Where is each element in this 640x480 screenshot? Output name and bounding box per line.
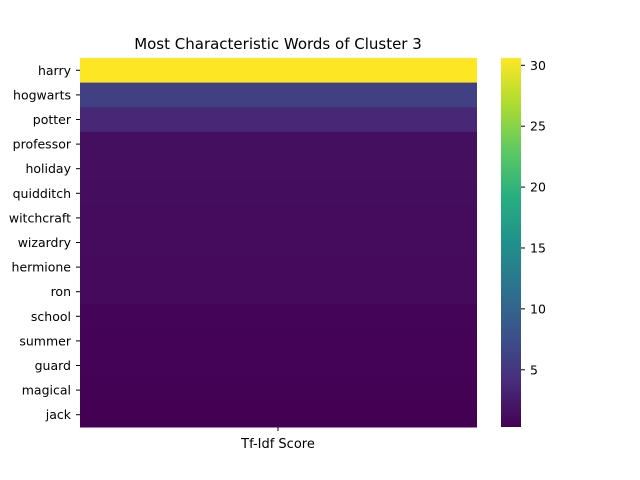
heatmap-cells <box>80 58 477 428</box>
y-tick-label: quidditch <box>13 186 71 201</box>
heatmap-cell <box>80 230 477 256</box>
y-tick-label: hogwarts <box>13 87 71 102</box>
heatmap-cell <box>80 353 477 379</box>
y-tick-label: ron <box>51 284 71 299</box>
y-tick-label: hermione <box>12 260 72 275</box>
colorbar-ticks: 5 10 15 20 25 30 <box>521 58 546 377</box>
y-tick-label: witchcraft <box>9 210 71 225</box>
y-tick-label: jack <box>45 407 72 422</box>
heatmap-cell <box>80 58 477 84</box>
heatmap-cell <box>80 131 477 157</box>
heatmap-cell <box>80 181 477 207</box>
heatmap-cell <box>80 402 477 428</box>
y-tick-label: holiday <box>25 161 71 176</box>
colorbar-tick-label: 15 <box>530 240 546 255</box>
y-tick-label: potter <box>33 112 72 127</box>
y-tick-label: professor <box>13 137 72 152</box>
x-axis-label: Tf-Idf Score <box>240 437 315 452</box>
heatmap-cell <box>80 377 477 403</box>
heatmap-cell <box>80 279 477 305</box>
heatmap-cell <box>80 254 477 280</box>
heatmap-cell <box>80 82 477 108</box>
colorbar-tick-label: 20 <box>530 180 546 195</box>
colorbar-tick-label: 30 <box>530 58 546 73</box>
heatmap-cell <box>80 156 477 182</box>
y-tick-label: school <box>31 309 71 324</box>
y-tick-label: summer <box>19 333 71 348</box>
row-labels: harry hogwarts potter professor holiday quidd… <box>9 63 80 422</box>
y-tick-label: wizardry <box>18 235 72 250</box>
colorbar-tick-label: 5 <box>530 362 538 377</box>
heatmap-cell <box>80 328 477 354</box>
heatmap-cell <box>80 205 477 231</box>
y-tick-label: magical <box>22 383 71 398</box>
colorbar <box>501 58 521 427</box>
y-tick-label: harry <box>38 63 72 78</box>
chart-title: Most Characteristic Words of Cluster 3 <box>134 35 422 53</box>
colorbar-tick-label: 25 <box>530 119 546 134</box>
y-tick-label: guard <box>35 358 71 373</box>
heatmap-cell <box>80 304 477 330</box>
colorbar-tick-label: 10 <box>530 301 546 316</box>
heatmap-cell <box>80 107 477 133</box>
